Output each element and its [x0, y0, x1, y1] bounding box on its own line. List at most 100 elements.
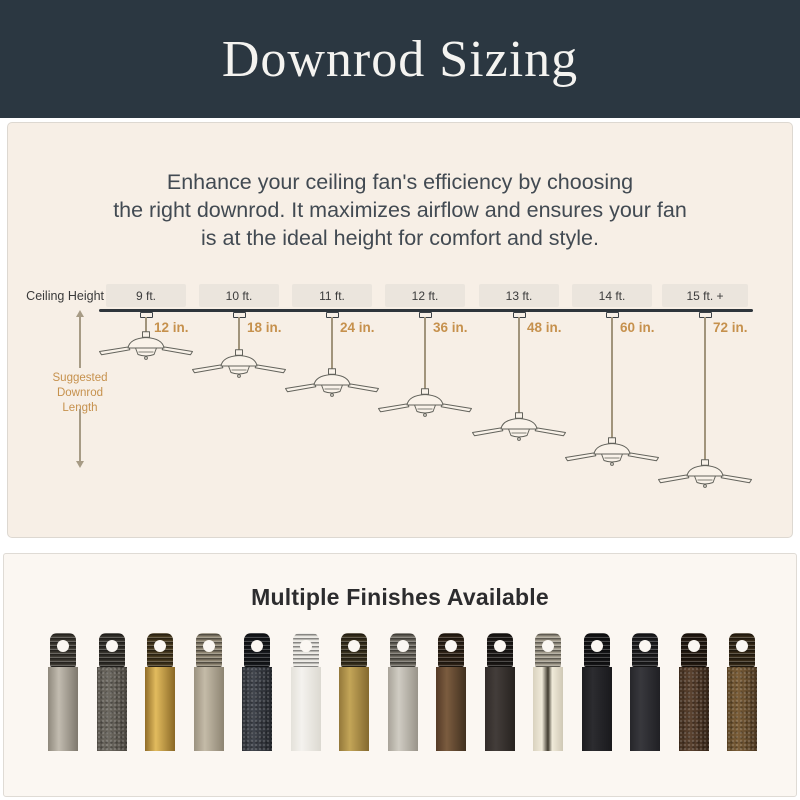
fan-column-9ft: 9 ft. 12 in. — [98, 284, 194, 524]
rod-body — [290, 667, 321, 751]
rod-body — [727, 667, 757, 751]
ceiling-height-label: Ceiling Height — [26, 289, 104, 303]
rod-body — [630, 667, 660, 751]
ceiling-fan-icon — [99, 331, 193, 360]
ceiling-fan-icon — [472, 412, 566, 441]
ceiling-height-box: 13 ft. — [479, 284, 559, 307]
hanger-hole — [493, 640, 506, 652]
hanger-hole — [396, 640, 409, 652]
rod-threads — [98, 633, 125, 667]
downrod-line — [610, 317, 614, 440]
intro-line: the right downrod. It maximizes airflow … — [113, 198, 687, 222]
ceiling-height-box: 12 ft. — [385, 284, 465, 307]
downrod-length-label: 24 in. — [340, 320, 375, 335]
downrod-line — [423, 317, 427, 391]
downrod-finish-swatch — [727, 633, 757, 751]
downrod-length-label: 18 in. — [247, 320, 282, 335]
downrod-finish-swatch — [678, 633, 709, 751]
rod-body — [533, 667, 563, 751]
rod-body — [436, 667, 466, 751]
suggested-length-indicator: Suggested Downrod Length — [30, 310, 130, 472]
ceiling-height-box: 15 ft. + — [662, 284, 748, 307]
downrod-finish-swatch — [533, 633, 563, 751]
header-banner: Downrod Sizing — [0, 0, 800, 118]
ceiling-height-box: 9 ft. — [106, 284, 186, 307]
hanger-hole — [202, 640, 215, 652]
downrod-line — [517, 317, 521, 415]
rod-body — [339, 667, 369, 751]
fan-column-14ft: 14 ft. 60 in. — [564, 284, 660, 524]
rod-body — [96, 667, 127, 751]
fan-column-10ft: 10 ft. 18 in. — [191, 284, 287, 524]
length-range-line — [79, 409, 81, 461]
hanger-hole — [445, 640, 457, 652]
downrod-finish-swatch — [581, 633, 612, 751]
ceiling-fan-icon — [285, 368, 379, 397]
page-title: Downrod Sizing — [221, 30, 579, 88]
rod-body — [242, 667, 272, 751]
hanger-hole — [736, 640, 748, 652]
rod-threads — [438, 633, 464, 667]
rod-threads — [680, 633, 707, 667]
suggested-length-label: Suggested Downrod Length — [52, 372, 108, 414]
hanger-hole — [105, 640, 118, 652]
rod-threads — [195, 633, 222, 667]
ceiling-fan-icon — [565, 437, 659, 466]
rod-body — [387, 667, 418, 751]
rod-body — [193, 667, 224, 751]
intro-line: Enhance your ceiling fan's efficiency by… — [166, 170, 634, 194]
finishes-title: Multiple Finishes Available — [251, 584, 549, 610]
hanger-hole — [299, 640, 312, 652]
arrow-up-icon — [75, 310, 84, 317]
ceiling-fan-icon — [658, 459, 752, 488]
hanger-hole — [639, 640, 651, 652]
downrod-finish-swatch — [290, 633, 321, 751]
downrod-finish-swatch — [339, 633, 369, 751]
rod-threads — [147, 633, 173, 667]
hanger-hole — [542, 640, 554, 652]
hanger-hole — [251, 640, 263, 652]
downrod-finish-swatch — [484, 633, 515, 751]
rod-body — [678, 667, 709, 751]
downrod-finish-swatch — [145, 633, 175, 751]
hanger-hole — [154, 640, 166, 652]
downrod-finish-swatch — [48, 633, 78, 751]
downrod-finish-swatch — [242, 633, 272, 751]
rod-threads — [729, 633, 755, 667]
fan-column-13ft: 13 ft. 48 in. — [471, 284, 567, 524]
downrod-line — [237, 317, 241, 352]
hanger-hole — [348, 640, 360, 652]
rod-threads — [535, 633, 561, 667]
downrod-length-label: 60 in. — [620, 320, 655, 335]
rod-threads — [583, 633, 610, 667]
rod-threads — [341, 633, 367, 667]
ceiling-fan-icon — [378, 388, 472, 417]
hanger-hole — [590, 640, 603, 652]
rod-threads — [50, 633, 76, 667]
downrod-finish-swatch — [436, 633, 466, 751]
downrod-length-label: 36 in. — [433, 320, 468, 335]
rod-body — [48, 667, 78, 751]
ceiling-height-box: 14 ft. — [572, 284, 652, 307]
downrod-line — [330, 317, 334, 371]
downrod-length-label: 48 in. — [527, 320, 562, 335]
intro-line: is at the ideal height for comfort and s… — [201, 226, 599, 250]
fan-column-11ft: 11 ft. 24 in. — [284, 284, 380, 524]
rod-threads — [389, 633, 416, 667]
ceiling-height-box: 10 ft. — [199, 284, 279, 307]
finish-swatches-row — [48, 633, 757, 751]
fan-column-12ft: 12 ft. 36 in. — [377, 284, 473, 524]
arrow-down-icon — [75, 461, 84, 468]
rod-body — [484, 667, 515, 751]
ceiling-line — [99, 309, 753, 312]
intro-text: Enhance your ceiling fan's efficiency by… — [0, 168, 800, 252]
downrod-line — [144, 317, 148, 334]
downrod-line — [703, 317, 707, 465]
ceiling-height-box: 11 ft. — [292, 284, 372, 307]
rod-body — [581, 667, 612, 751]
rod-threads — [292, 633, 319, 667]
downrod-finish-swatch — [96, 633, 127, 751]
ceiling-fan-icon — [192, 349, 286, 378]
downrod-length-label: 72 in. — [713, 320, 748, 335]
